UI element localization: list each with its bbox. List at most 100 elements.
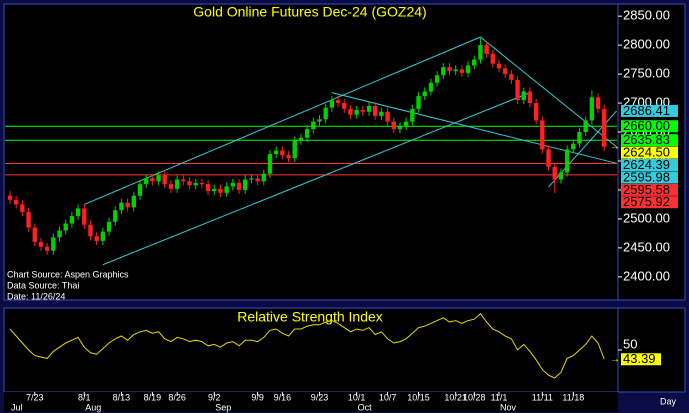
candle-body <box>515 79 520 101</box>
candle-body <box>137 184 143 196</box>
rsi-last-marker <box>621 353 661 366</box>
candle-body <box>298 137 304 141</box>
candle-body <box>503 68 508 75</box>
candle-body <box>323 107 328 120</box>
month-label: Aug <box>85 402 101 412</box>
price-marker-label: 2624.39 <box>623 157 670 172</box>
candle-body <box>478 45 483 60</box>
candle-body <box>236 182 242 190</box>
rsi-line <box>9 312 605 379</box>
x-tick-label: 10/28 <box>463 392 486 402</box>
candle-body <box>125 202 130 208</box>
rsi-title: Relative Strength Index <box>237 309 383 325</box>
x-tick-label: 9/2 <box>208 392 221 402</box>
x-tick-label: 8/1 <box>78 392 91 402</box>
candle-body <box>558 172 564 180</box>
candle-body <box>13 199 19 205</box>
candle-body <box>88 224 93 237</box>
candle-body <box>7 195 13 200</box>
x-tick-label: 7/23 <box>26 392 44 402</box>
candle-body <box>261 173 266 182</box>
price-marker-label: 2660.00 <box>623 118 670 133</box>
note: Data Source: Thai <box>7 280 79 290</box>
month-label: Nov <box>500 402 517 412</box>
candle-body <box>373 105 378 116</box>
candle-body <box>533 103 539 121</box>
candle-body <box>230 182 236 187</box>
x-tick-label: 10/7 <box>379 392 397 402</box>
candle-body <box>82 208 87 225</box>
last-price-arrow: → <box>610 141 620 152</box>
price-marker-label: 2635.83 <box>623 132 670 147</box>
x-tick-label: 9/23 <box>311 392 329 402</box>
candle-body <box>410 108 415 122</box>
candle-body <box>472 59 477 66</box>
month-label: Sep <box>215 402 231 412</box>
candle-body <box>100 231 106 241</box>
candle-body <box>218 188 223 193</box>
candle-body <box>490 53 496 64</box>
x-tick-label: 8/26 <box>168 392 186 402</box>
candle-body <box>311 121 316 130</box>
candle-body <box>509 74 514 80</box>
price-marker <box>621 146 678 159</box>
candle-body <box>354 110 359 115</box>
candle-body <box>595 97 601 109</box>
candle-body <box>441 67 446 76</box>
x-tick-label: 9/16 <box>274 392 292 402</box>
x-tick-label: 9/9 <box>251 392 264 402</box>
candle-body <box>243 179 248 190</box>
candle-body <box>63 223 68 231</box>
candle-body <box>273 150 279 155</box>
x-tick-label: 10/15 <box>407 392 430 402</box>
note: Date: 11/26/24 <box>7 291 65 301</box>
price-marker <box>621 104 678 117</box>
candle-body <box>106 221 112 232</box>
candle-body <box>286 155 291 159</box>
candle-body <box>403 121 409 127</box>
candle-body <box>94 236 99 241</box>
y-tick-label: 2750.00 <box>623 66 670 81</box>
rsi-axis-panel <box>617 307 686 393</box>
candle-body <box>119 202 124 211</box>
candle-body <box>564 149 570 173</box>
x-tick-label: 11/18 <box>562 392 584 402</box>
date-axis-panel <box>4 392 618 412</box>
candle-body <box>168 184 174 189</box>
candle-body <box>342 103 347 109</box>
candle-body <box>521 91 526 101</box>
candle-body <box>255 178 260 182</box>
price-marker <box>621 159 678 172</box>
rsi-panel <box>3 307 619 393</box>
rsi-last-label: 43.39 <box>623 351 656 366</box>
candle-body <box>391 121 396 130</box>
candle-body <box>397 126 403 130</box>
candle-body <box>20 204 25 212</box>
candle-body <box>75 208 81 217</box>
candle-body <box>212 188 217 192</box>
x-tick-label: 8/19 <box>144 392 162 402</box>
price-marker-label: 2595.58 <box>623 182 670 197</box>
candle-body <box>335 100 341 104</box>
candle-body <box>156 175 161 182</box>
price-marker-label: 2595.98 <box>623 169 670 184</box>
candle-body <box>280 150 285 156</box>
candle-body <box>546 149 551 167</box>
candle-body <box>57 230 62 238</box>
candle-body <box>224 186 229 193</box>
candle-body <box>453 69 458 72</box>
candle-body <box>69 216 75 224</box>
x-tick-label: 8/13 <box>113 392 131 402</box>
price-marker <box>621 171 678 184</box>
candle-body <box>577 132 582 144</box>
candle-body <box>38 242 44 247</box>
y-tick-label: 2500.00 <box>623 210 670 225</box>
candle-body <box>434 75 440 83</box>
candle-body <box>267 154 273 174</box>
price-marker-label: 2575.92 <box>623 194 670 209</box>
x-tick-label: 11/1 <box>491 392 508 402</box>
candle-body <box>193 182 198 186</box>
month-label: Jul <box>11 402 23 412</box>
candle-body <box>385 111 390 122</box>
